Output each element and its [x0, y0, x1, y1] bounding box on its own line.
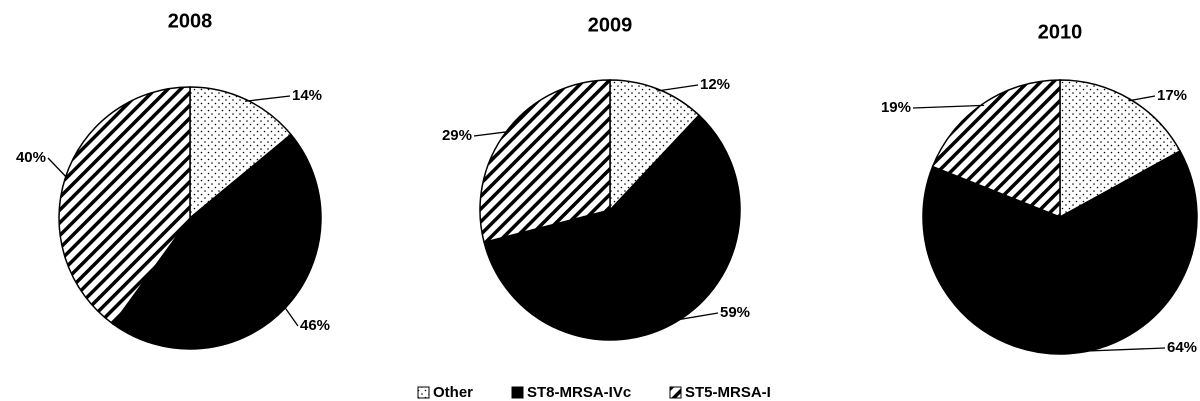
data-label: 40%: [16, 149, 46, 166]
leader-line: [283, 305, 299, 327]
leader-line: [1068, 347, 1166, 353]
leader-line: [47, 157, 68, 179]
legend-swatch: [511, 386, 524, 399]
data-label: 59%: [720, 304, 750, 321]
data-label: 19%: [881, 99, 911, 116]
pie-slice: [931, 79, 1061, 219]
pie-slice: [479, 79, 611, 244]
leader-line: [675, 312, 719, 321]
pie-slice: [189, 86, 292, 220]
legend-label: Other: [433, 384, 473, 401]
data-label: 14%: [292, 87, 322, 104]
leader-line: [912, 104, 985, 109]
leader-line: [1128, 95, 1156, 102]
leader-line: [657, 84, 699, 92]
pie-slice: [1059, 79, 1182, 219]
pie-slice: [922, 149, 1198, 355]
legend-swatch: [417, 386, 430, 399]
chart-title: 2008: [168, 10, 213, 32]
leader-line: [244, 95, 291, 102]
data-label: 12%: [700, 76, 730, 93]
pie-slice: [609, 79, 701, 212]
pie-slice: [483, 114, 741, 341]
leader-line: [473, 130, 509, 137]
data-label: 29%: [442, 127, 472, 144]
legend-label: ST5-MRSA-I: [685, 384, 771, 401]
data-label: 64%: [1167, 339, 1197, 356]
legend-label: ST8-MRSA-IVc: [527, 384, 631, 401]
data-label: 17%: [1157, 87, 1187, 104]
chart-title: 2009: [588, 14, 633, 36]
chart-title: 2010: [1038, 21, 1083, 43]
data-label: 46%: [300, 317, 330, 334]
legend-swatch: [669, 386, 682, 399]
pie-slice: [58, 86, 191, 326]
